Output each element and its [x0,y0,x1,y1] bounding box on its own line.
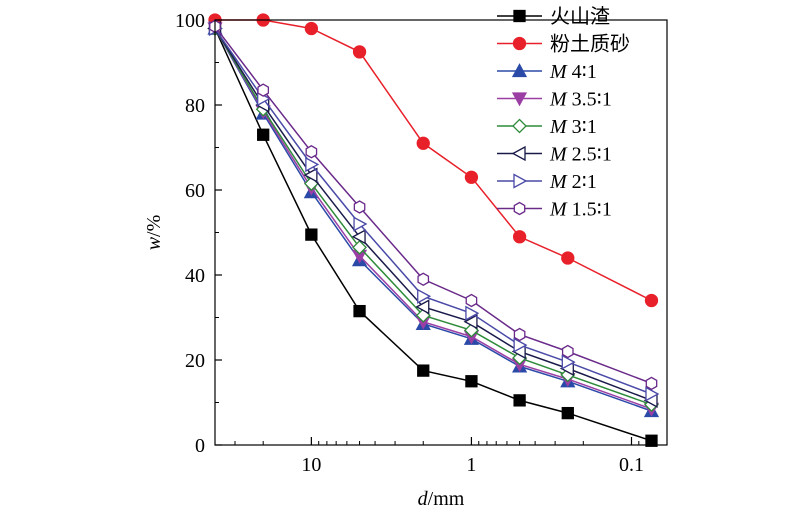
data-point [353,216,368,232]
legend-label-text: 3∶1 [567,116,597,138]
y-tick-label: 0 [195,435,205,457]
data-point [353,304,366,318]
x-axis-title-unit: /mm [428,488,465,510]
legend-label: M 4∶1 [549,61,597,83]
y-tick-label: 40 [185,265,205,287]
data-point [352,239,367,255]
legend-label-text: 火山渣 [550,5,610,28]
legend-label-text: 1.5∶1 [567,199,612,221]
legend-marker [511,63,528,78]
x-tick-label: 1 [466,454,476,476]
data-point [303,167,318,183]
data-point [561,406,574,420]
legend-label-symbol: M [549,171,568,193]
plot-frame [214,19,668,446]
series-7 [209,19,658,391]
legend-item: M 3∶1 [497,116,597,138]
data-point [465,293,478,308]
legend-label-text: 粉土质砂 [550,33,630,56]
data-point [463,314,478,330]
data-point [416,136,430,150]
legend-marker [513,173,528,189]
data-point [415,299,430,315]
data-point [644,293,659,308]
x-tick-label: 10 [301,454,321,476]
data-point [257,83,270,97]
data-point [561,251,575,265]
data-point [561,344,574,359]
data-point [351,229,366,245]
data-point [645,434,658,447]
data-point [304,21,319,36]
data-point [417,272,430,287]
legend-label-text: 3.5∶1 [567,89,612,111]
data-point [465,375,478,388]
data-point [513,394,526,407]
legend-marker [512,118,527,134]
series-0 [208,22,658,447]
legend-item: 火山渣 [497,5,610,28]
data-point [561,354,576,370]
legend-label-symbol: M [549,89,568,111]
x-axis-title-symbol: d [418,488,429,510]
data-point [305,228,318,241]
data-point [512,230,527,244]
y-axis-title-symbol: w [143,236,165,250]
legend-label-text: 4∶1 [567,61,597,83]
legend-item: M 2.5∶1 [497,144,612,166]
series-6 [208,20,660,402]
legend-label-symbol: M [549,116,568,138]
y-tick-label: 100 [175,10,205,32]
data-point [464,170,479,184]
data-point [352,45,367,59]
data-point [513,337,528,353]
data-point [513,327,526,342]
data-point [645,376,658,391]
x-tick-label: 0.1 [619,454,644,476]
data-point [417,364,430,377]
data-point [645,386,660,402]
legend-marker [512,36,527,51]
legend-marker [511,92,528,107]
legend-label: M 3.5∶1 [549,89,612,111]
legend-label-text: 2.5∶1 [567,144,612,166]
legend-label-symbol: M [549,61,568,83]
data-point [257,128,270,141]
y-tick-label: 60 [185,180,205,202]
data-point [305,144,318,159]
legend-item: M 4∶1 [497,61,597,83]
data-point [353,200,366,214]
legend-label-text: 2∶1 [567,171,597,193]
legend-label: 火山渣 [550,5,610,28]
x-axis-title: d/mm [418,488,465,510]
legend-label: M 2.5∶1 [549,144,612,166]
legend-label: M 2∶1 [549,171,597,193]
y-tick-label: 20 [185,350,205,372]
legend-marker [513,201,526,216]
legend-label: M 3∶1 [549,116,597,138]
y-axis-title-unit: /% [143,215,165,237]
y-tick-label: 80 [185,95,205,117]
series-1 [208,13,659,308]
legend-label: M 1.5∶1 [549,199,612,221]
legend-marker [513,9,526,23]
legend-marker [511,145,526,162]
data-point [305,156,320,173]
data-point [417,288,432,304]
legend-label: 粉土质砂 [550,33,630,56]
legend-item: 粉土质砂 [497,33,630,56]
legend-label-symbol: M [549,199,568,221]
minor-ticks [214,62,668,445]
legend-item: M 3.5∶1 [497,89,612,111]
y-axis-title: w/% [143,215,165,251]
legend-label-symbol: M [549,144,568,166]
legend-item: M 2∶1 [497,171,597,193]
data-point [465,305,480,321]
legend-item: M 1.5∶1 [497,199,612,221]
axes: 0 20 40 60 80 100 10 1 0.1 [175,10,644,476]
